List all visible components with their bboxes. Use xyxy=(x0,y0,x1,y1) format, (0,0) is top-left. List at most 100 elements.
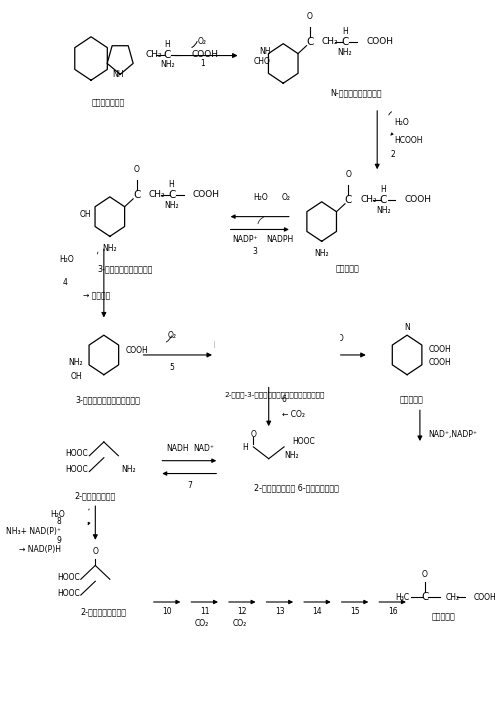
Text: NH₂: NH₂ xyxy=(252,361,266,369)
Text: キヌレニン: キヌレニン xyxy=(336,264,359,273)
Text: CH₂: CH₂ xyxy=(322,37,338,46)
Text: OH: OH xyxy=(79,210,91,219)
Text: H: H xyxy=(223,337,229,347)
Text: 10: 10 xyxy=(162,607,172,617)
Text: H: H xyxy=(380,186,386,195)
Text: 14: 14 xyxy=(312,607,322,617)
Text: 15: 15 xyxy=(350,607,360,617)
Text: 2-アミノムコン酸 6-セミアルデヒド: 2-アミノムコン酸 6-セミアルデヒド xyxy=(254,484,338,493)
Text: COOH: COOH xyxy=(428,344,451,354)
Text: 16: 16 xyxy=(388,607,398,617)
Text: H₂O: H₂O xyxy=(394,118,409,127)
Text: COOH: COOH xyxy=(193,191,220,200)
Text: H₂O: H₂O xyxy=(59,254,74,264)
Text: O: O xyxy=(92,546,98,555)
Text: 4: 4 xyxy=(63,278,68,288)
Text: 9: 9 xyxy=(56,536,61,546)
Text: NH: NH xyxy=(259,47,270,56)
Text: H: H xyxy=(164,40,170,49)
Text: 11: 11 xyxy=(200,607,209,617)
Text: トリプトファン: トリプトファン xyxy=(92,98,125,108)
Text: C: C xyxy=(344,195,352,205)
Text: NH₂: NH₂ xyxy=(284,451,298,460)
Text: C: C xyxy=(306,37,314,46)
Text: C: C xyxy=(380,195,387,205)
Text: COOH: COOH xyxy=(428,359,451,368)
Text: NH₂: NH₂ xyxy=(376,206,391,215)
Text: 3: 3 xyxy=(252,247,258,256)
Text: HOOC: HOOC xyxy=(292,437,314,446)
Text: O: O xyxy=(422,570,428,579)
Text: O: O xyxy=(307,12,313,21)
Text: H: H xyxy=(168,181,174,190)
Text: OH: OH xyxy=(71,372,83,381)
Text: O: O xyxy=(250,430,256,439)
Text: NH₂: NH₂ xyxy=(164,201,179,210)
Text: C: C xyxy=(133,190,140,200)
Text: NH₂: NH₂ xyxy=(68,359,82,368)
Text: NH₂: NH₂ xyxy=(314,250,329,258)
Text: O: O xyxy=(228,331,233,340)
Text: COOH: COOH xyxy=(366,37,394,46)
Text: C: C xyxy=(422,592,428,602)
Text: 2-アミノ-3-カルボキシムコン酸セミアルデヒド: 2-アミノ-3-カルボキシムコン酸セミアルデヒド xyxy=(224,391,325,398)
Text: → NAD(P)H: → NAD(P)H xyxy=(19,545,61,554)
Text: NADH: NADH xyxy=(166,444,189,453)
Text: アセト酢酸: アセト酢酸 xyxy=(432,612,456,621)
Text: CH₂: CH₂ xyxy=(446,593,460,602)
Text: C: C xyxy=(164,50,171,60)
Text: NH₂: NH₂ xyxy=(102,244,117,253)
Text: 2: 2 xyxy=(390,150,395,159)
Text: 12: 12 xyxy=(238,607,247,617)
Text: H: H xyxy=(221,335,227,344)
Text: H₂O: H₂O xyxy=(254,193,268,202)
Text: CO₂: CO₂ xyxy=(232,619,247,628)
Text: HOOC: HOOC xyxy=(236,351,259,359)
Text: H₂O: H₂O xyxy=(330,334,344,342)
Text: NADPH: NADPH xyxy=(266,235,293,244)
Text: N: N xyxy=(404,323,410,333)
Text: → アラニン: → アラニン xyxy=(82,291,110,300)
Text: 8: 8 xyxy=(56,517,61,527)
Text: H: H xyxy=(220,340,226,349)
Text: 5: 5 xyxy=(170,363,174,373)
Text: HOOC: HOOC xyxy=(57,588,80,598)
Text: NADP⁺: NADP⁺ xyxy=(232,235,258,244)
Text: CHO: CHO xyxy=(254,57,270,65)
Text: CH₂: CH₂ xyxy=(146,50,162,59)
Text: COOH: COOH xyxy=(405,195,432,205)
Text: COOH: COOH xyxy=(125,345,148,354)
Text: H: H xyxy=(342,27,348,37)
Text: O: O xyxy=(223,324,229,333)
Text: O₂: O₂ xyxy=(198,37,206,46)
Text: C: C xyxy=(342,37,348,46)
Text: 2-オキソアジピン酸: 2-オキソアジピン酸 xyxy=(81,607,127,617)
Text: O: O xyxy=(229,321,235,330)
Text: 7: 7 xyxy=(187,481,192,490)
Text: COOH: COOH xyxy=(191,50,218,59)
Text: 3-ヒドロキシアントラニル酸: 3-ヒドロキシアントラニル酸 xyxy=(76,395,140,404)
Text: COOH: COOH xyxy=(474,593,496,602)
Text: HCOOH: HCOOH xyxy=(394,136,423,145)
Text: H: H xyxy=(242,444,248,452)
Text: CH₂: CH₂ xyxy=(360,195,377,205)
Text: CO₂: CO₂ xyxy=(195,619,209,628)
Text: 3-ヒドロキシキヌレニン: 3-ヒドロキシキヌレニン xyxy=(98,264,153,273)
Text: O₂: O₂ xyxy=(168,330,176,340)
Text: COOH: COOH xyxy=(252,354,274,363)
Text: CH₂: CH₂ xyxy=(148,191,165,200)
Text: H: H xyxy=(214,340,219,349)
Text: H₃C: H₃C xyxy=(396,593,409,602)
Text: O: O xyxy=(346,170,352,179)
Text: O₂: O₂ xyxy=(282,193,290,202)
Text: 13: 13 xyxy=(275,607,284,617)
Text: NH₂: NH₂ xyxy=(121,465,136,474)
Text: H₂O: H₂O xyxy=(50,510,66,519)
Text: 2-アミノムコン酸: 2-アミノムコン酸 xyxy=(74,492,116,501)
Text: キノリン酸: キノリン酸 xyxy=(400,395,423,404)
Text: 1: 1 xyxy=(200,59,204,68)
Text: COOH: COOH xyxy=(252,330,274,339)
Text: NH₂: NH₂ xyxy=(160,60,174,69)
Text: NAD⁺: NAD⁺ xyxy=(194,444,214,453)
Text: COOH: COOH xyxy=(254,323,277,332)
